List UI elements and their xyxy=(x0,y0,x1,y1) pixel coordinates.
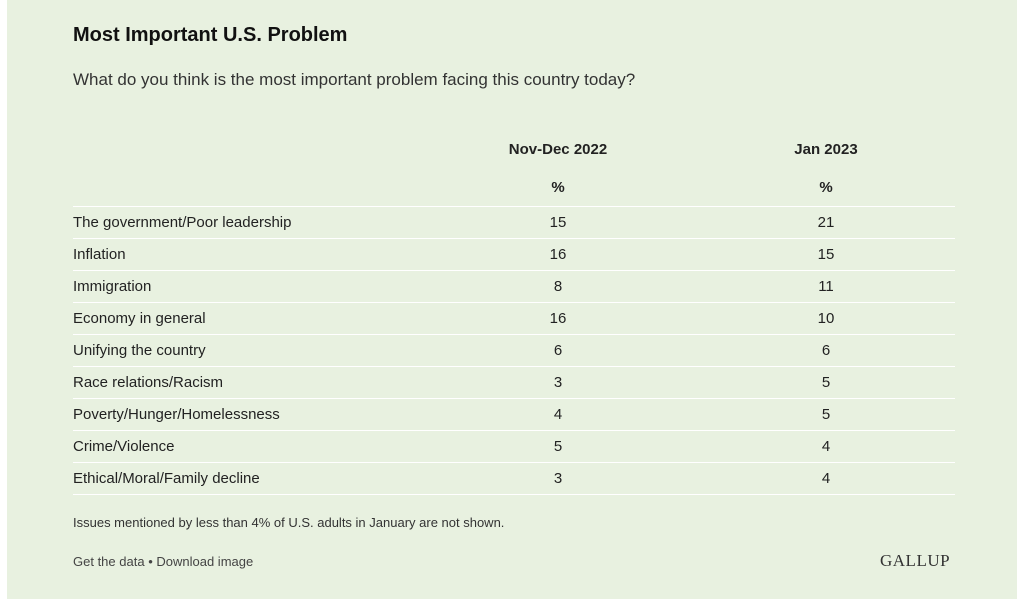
value-jan-2023: 6 xyxy=(697,334,955,367)
column-header-row: Nov-Dec 2022 Jan 2023 xyxy=(73,130,955,168)
column-header-nov-dec-2022: Nov-Dec 2022 xyxy=(508,140,608,158)
download-image-link[interactable]: Download image xyxy=(156,554,254,569)
footnote: Issues mentioned by less than 4% of U.S.… xyxy=(73,515,505,530)
value-nov-dec-2022: 16 xyxy=(419,238,697,271)
header-blank xyxy=(73,130,419,168)
row-label: Crime/Violence xyxy=(73,430,419,463)
data-table: Nov-Dec 2022 Jan 2023 % % The government… xyxy=(73,130,955,495)
table-row: Race relations/Racism 3 5 xyxy=(73,366,955,399)
get-data-link[interactable]: Get the data xyxy=(73,554,145,569)
chart-title: Most Important U.S. Problem xyxy=(73,24,348,46)
value-jan-2023: 5 xyxy=(697,398,955,431)
value-nov-dec-2022: 3 xyxy=(419,366,697,399)
table-row: The government/Poor leadership 15 21 xyxy=(73,206,955,239)
value-jan-2023: 11 xyxy=(697,270,955,303)
chart-card: Most Important U.S. Problem What do you … xyxy=(7,0,1017,599)
row-label: Inflation xyxy=(73,238,419,271)
unit-blank xyxy=(73,168,419,207)
footer-links: Get the data • Download image xyxy=(73,554,253,569)
gallup-logo: GALLUP xyxy=(880,551,951,570)
value-nov-dec-2022: 5 xyxy=(419,430,697,463)
unit-label-b: % xyxy=(697,168,955,207)
value-jan-2023: 10 xyxy=(697,302,955,335)
table-row: Unifying the country 6 6 xyxy=(73,334,955,367)
row-label: The government/Poor leadership xyxy=(73,206,419,239)
value-jan-2023: 21 xyxy=(697,206,955,239)
value-jan-2023: 5 xyxy=(697,366,955,399)
table-row: Crime/Violence 5 4 xyxy=(73,430,955,463)
value-nov-dec-2022: 15 xyxy=(419,206,697,239)
table-body: The government/Poor leadership 15 21 Inflat… xyxy=(73,206,955,495)
table-row: Ethical/Moral/Family decline 3 4 xyxy=(73,462,955,495)
row-label: Race relations/Racism xyxy=(73,366,419,399)
chart-subtitle: What do you think is the most important … xyxy=(73,70,636,89)
value-nov-dec-2022: 4 xyxy=(419,398,697,431)
value-nov-dec-2022: 8 xyxy=(419,270,697,303)
unit-label-a: % xyxy=(419,168,697,207)
row-label: Unifying the country xyxy=(73,334,419,367)
unit-row: % % xyxy=(73,168,955,207)
value-nov-dec-2022: 6 xyxy=(419,334,697,367)
value-jan-2023: 4 xyxy=(697,430,955,463)
column-header-jan-2023: Jan 2023 xyxy=(794,140,858,158)
value-jan-2023: 4 xyxy=(697,462,955,495)
row-label: Immigration xyxy=(73,270,419,303)
table-row: Immigration 8 11 xyxy=(73,270,955,303)
row-label: Poverty/Hunger/Homelessness xyxy=(73,398,419,431)
footer-separator: • xyxy=(148,554,153,569)
value-nov-dec-2022: 16 xyxy=(419,302,697,335)
value-nov-dec-2022: 3 xyxy=(419,462,697,495)
table-row: Economy in general 16 10 xyxy=(73,302,955,335)
value-jan-2023: 15 xyxy=(697,238,955,271)
row-label: Ethical/Moral/Family decline xyxy=(73,462,419,495)
row-label: Economy in general xyxy=(73,302,419,335)
table-row: Inflation 16 15 xyxy=(73,238,955,271)
table-row: Poverty/Hunger/Homelessness 4 5 xyxy=(73,398,955,431)
